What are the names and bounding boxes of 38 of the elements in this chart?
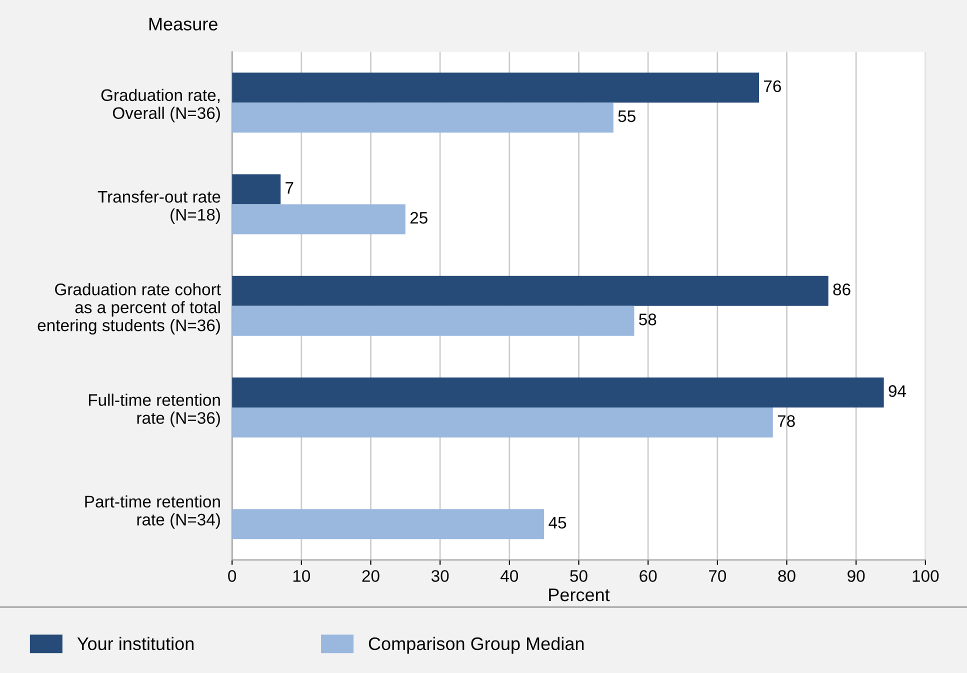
x-tick-label: 40 [500, 570, 518, 582]
x-tick-label: 100 [912, 570, 939, 582]
bar [232, 102, 614, 133]
bar [232, 408, 773, 438]
y-tick-label: Graduation rate, Overall (N=36) [101, 88, 220, 122]
x-tick-label: 70 [709, 570, 726, 582]
data-label: 76 [764, 80, 781, 92]
y-axis-title: Measure [149, 18, 218, 30]
x-tick-label: 80 [778, 570, 796, 582]
x-tick-label: 60 [640, 570, 657, 582]
x-tick-label: 10 [293, 570, 310, 582]
legend-label: Comparison Group Median [368, 636, 584, 654]
data-label: 58 [639, 314, 656, 326]
y-tick-label: Part-time retention rate (N=34) [85, 495, 220, 529]
y-tick-label: Graduation rate cohort as a percent of total entering students (N=36) [38, 283, 221, 335]
legend-label: Your institution [77, 636, 194, 650]
data-label: 55 [618, 110, 636, 122]
x-tick-label: 20 [362, 570, 380, 582]
bar [232, 509, 544, 540]
bar [232, 276, 828, 306]
x-tick-label: 50 [570, 570, 588, 582]
bar [232, 306, 634, 336]
bar [232, 72, 760, 103]
bar [232, 204, 406, 234]
bar [232, 378, 884, 408]
bar [232, 174, 281, 204]
data-label: 25 [410, 212, 428, 224]
data-label: 86 [833, 284, 850, 296]
data-label: 45 [548, 516, 566, 529]
data-label: 7 [286, 182, 294, 194]
y-tick-label: Transfer-out rate (N=18) [98, 190, 220, 224]
x-tick-label: 90 [848, 570, 865, 582]
y-tick-label: Full-time retention rate (N=36) [88, 394, 220, 428]
data-label: 94 [888, 385, 906, 397]
x-tick-label: 30 [431, 570, 449, 582]
data-label: 78 [778, 415, 795, 427]
x-axis-title: Percent [549, 588, 610, 602]
x-tick-label: 0 [228, 570, 236, 582]
